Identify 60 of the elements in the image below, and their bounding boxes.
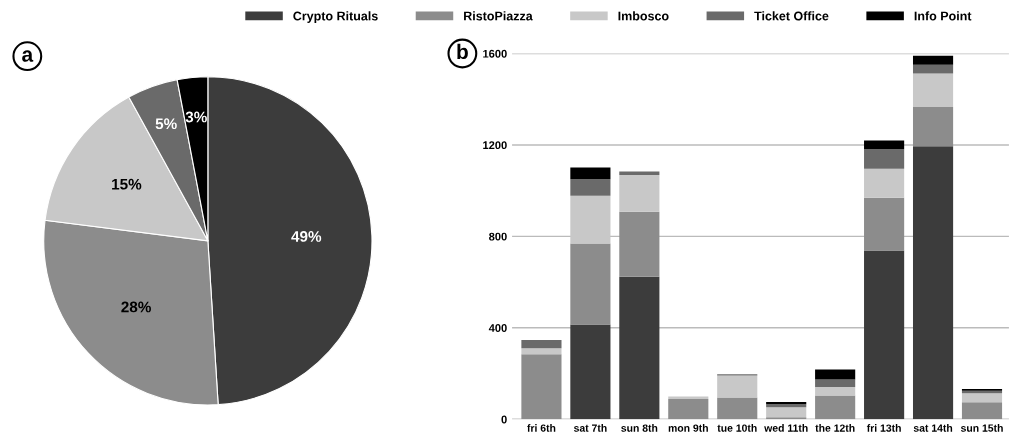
x-tick-label: sat 7th (573, 424, 607, 432)
bar (521, 348, 562, 355)
bar (864, 149, 905, 169)
bar (570, 243, 611, 325)
legend-label: Info Point (914, 11, 972, 21)
bar (815, 379, 856, 388)
bar (864, 140, 905, 150)
x-tick-label: wed 11th (764, 424, 808, 432)
bar (570, 179, 611, 196)
bar (668, 398, 709, 420)
x-tick-label: tue 10th (717, 424, 757, 432)
y-tick-label: 800 (489, 232, 507, 241)
data-label: 49% (291, 231, 322, 242)
data-label: 3% (185, 111, 207, 123)
y-tick-label: 1600 (483, 49, 507, 58)
data-label: 5% (155, 118, 177, 130)
text: a (22, 50, 34, 62)
bar (619, 211, 660, 277)
bar (521, 339, 562, 349)
legend-label: Ticket Office (754, 11, 829, 21)
x-tick-label: fri 13th (866, 424, 901, 432)
bar (961, 402, 1003, 420)
legend-label: Imbosco (618, 11, 669, 21)
bar (815, 395, 856, 420)
y-tick-label: 400 (488, 324, 507, 332)
bar (570, 167, 611, 180)
bar (961, 393, 1003, 403)
bar (619, 174, 660, 212)
x-tick-label: fri 6th (527, 424, 556, 432)
data-label: 15% (112, 178, 142, 190)
bar (717, 397, 758, 420)
bar (570, 324, 611, 420)
text: b (457, 43, 468, 60)
x-tick-label: the 12th (815, 424, 855, 432)
bar (912, 64, 954, 74)
legend-label: Crypto Rituals (293, 11, 378, 23)
x-tick-label: sun 15th (960, 424, 1003, 432)
bar (912, 55, 954, 65)
bar (717, 375, 758, 398)
bar (912, 146, 954, 420)
bar (766, 417, 807, 420)
bar (864, 168, 905, 198)
bar (912, 73, 954, 108)
bar (521, 354, 562, 420)
x-tick-label: sat 14th (913, 424, 953, 432)
x-tick-label: mon 9th (668, 424, 708, 432)
bar (864, 250, 905, 420)
bar (912, 107, 954, 147)
y-tick-label: 0 (501, 415, 507, 424)
bar (815, 387, 856, 396)
bar (864, 197, 905, 251)
legend-label: RistoPiazza (464, 11, 533, 21)
bar (619, 171, 660, 175)
bar (815, 369, 856, 380)
y-tick-label: 1200 (483, 141, 507, 150)
bar (766, 407, 807, 418)
x-tick-label: sun 8th (621, 424, 658, 432)
data-label: 28% (121, 301, 151, 313)
bar (570, 195, 611, 244)
bar (619, 276, 660, 420)
